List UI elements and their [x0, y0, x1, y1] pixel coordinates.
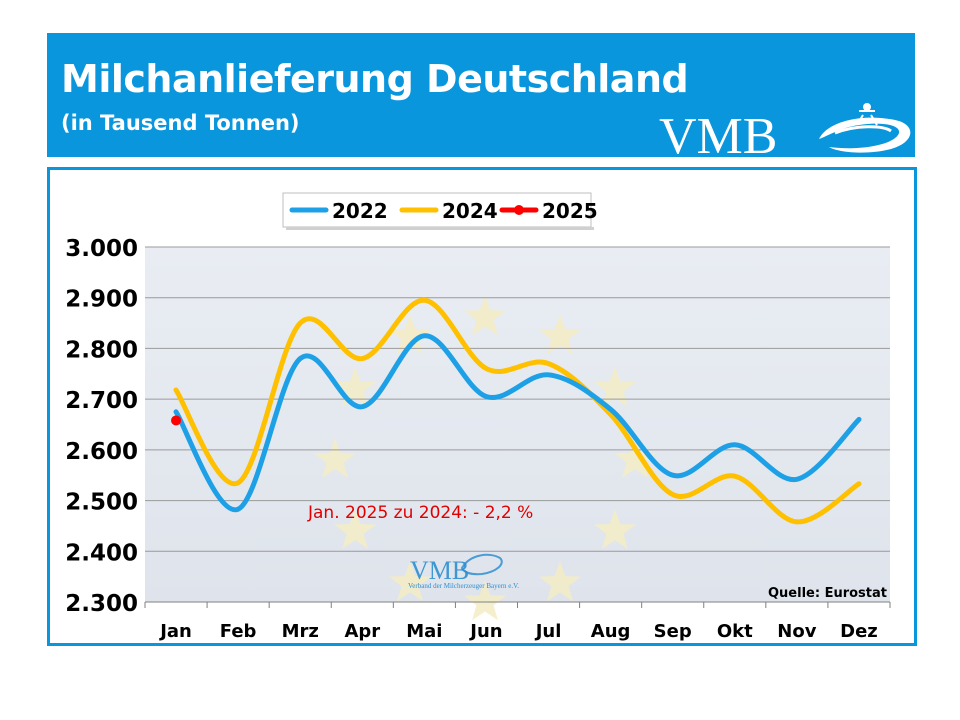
x-tick-label: Feb	[220, 621, 257, 642]
eu-star-icon	[314, 438, 356, 478]
eu-star-icon	[334, 366, 376, 407]
header-banner: Milchanlieferung Deutschland (in Tausend…	[47, 33, 915, 157]
chart-panel: 3.000 2.900 2.800 2.700 2.600 2.500 2.400 2.300…	[47, 167, 917, 646]
x-tick-label: Mrz	[282, 621, 319, 642]
y-tick-label: 2.600	[65, 439, 138, 465]
eu-star-icon	[389, 314, 431, 355]
eu-star-icon	[334, 509, 376, 549]
page-title: Milchanlieferung Deutschland	[61, 57, 689, 101]
legend-label-2025: 2025	[542, 199, 598, 223]
x-tick-label: Dez	[840, 621, 878, 642]
legend-label-2024: 2024	[442, 199, 498, 223]
annotation-text: Jan. 2025 zu 2024: - 2,2 %	[307, 503, 533, 523]
x-tick-label: Nov	[777, 621, 816, 642]
y-tick-label: 2.800	[65, 337, 138, 363]
eu-star-icon	[539, 314, 581, 355]
y-tick-label: 3.000	[65, 236, 138, 262]
source-text: Quelle: Eurostat	[768, 586, 887, 601]
x-tick-label: Apr	[344, 621, 380, 642]
watermark-subtext: Verband der Milcherzeuger Bayern e.V.	[408, 582, 519, 590]
series-line-2022	[173, 333, 862, 512]
x-tick-label: Sep	[654, 621, 692, 642]
x-tick-label: Jun	[468, 621, 502, 642]
eu-star-icon	[614, 438, 656, 478]
legend-label-2022: 2022	[332, 199, 388, 223]
y-tick-label: 2.400	[65, 540, 138, 566]
x-tick-label: Jul	[534, 621, 562, 642]
series-line-2024	[173, 297, 862, 525]
eu-star-icon	[594, 509, 636, 549]
y-tick-label: 2.900	[65, 287, 138, 313]
eu-star-icon	[539, 561, 581, 602]
eu-star-icon	[464, 580, 506, 621]
svg-text:VMB: VMB	[659, 108, 777, 157]
x-tick-label: Mai	[406, 621, 442, 642]
watermark-logo-text: VMB	[410, 556, 469, 585]
page-subtitle: (in Tausend Tonnen)	[61, 111, 300, 135]
x-tick-label: Okt	[717, 621, 753, 642]
legend-marker-2025	[514, 205, 524, 215]
watermark-swirl-icon	[460, 553, 503, 576]
y-tick-label: 2.700	[65, 388, 138, 414]
series-point-2025	[171, 415, 182, 426]
eu-star-icon	[464, 295, 506, 336]
eu-star-icon	[389, 561, 431, 602]
vmb-logo: VMB	[659, 103, 911, 157]
plot-area	[145, 247, 890, 602]
legend-shadow	[286, 227, 594, 230]
x-tick-label: Jan	[158, 621, 192, 642]
y-tick-label: 2.500	[65, 490, 138, 516]
x-tick-label: Aug	[591, 621, 631, 642]
eu-star-icon	[594, 366, 636, 407]
line-chart: 3.000 2.900 2.800 2.700 2.600 2.500 2.400 2.300…	[65, 192, 891, 642]
y-tick-label: 2.300	[65, 591, 138, 617]
